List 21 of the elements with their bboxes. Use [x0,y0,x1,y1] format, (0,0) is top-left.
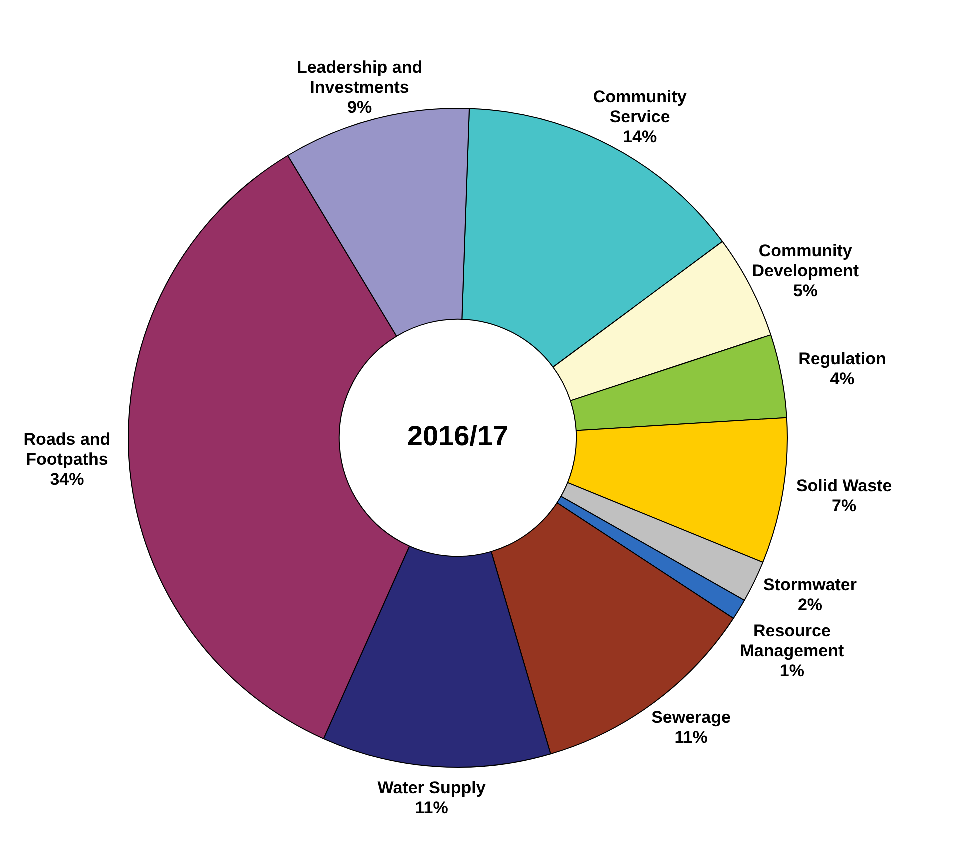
data-label: 4% [830,370,855,389]
slice-label: Regulation [798,350,886,369]
text: 2016/17 [407,420,509,452]
slice-label: Water Supply [378,778,486,798]
data-label: 2% [798,595,823,614]
slice-label: Resource Management [740,621,844,660]
slice-label: Community Service [593,88,688,127]
data-label: 34% [50,470,84,489]
slice-label: Sewerage [652,708,731,728]
data-label: 1% [780,661,804,680]
data-label: 9% [347,98,372,117]
data-label: 14% [623,128,658,147]
slice-label: Roads and Footpaths [24,430,111,469]
data-label: 5% [793,281,818,300]
data-label: 11% [415,798,448,818]
data-label: 7% [832,496,857,516]
data-label: 11% [674,728,708,748]
slice-label: Solid Waste [796,476,892,496]
slice-label: Stormwater [763,575,858,594]
slice-label: Community Development [752,241,860,280]
slice-label: Leadership and Investments [296,58,423,97]
